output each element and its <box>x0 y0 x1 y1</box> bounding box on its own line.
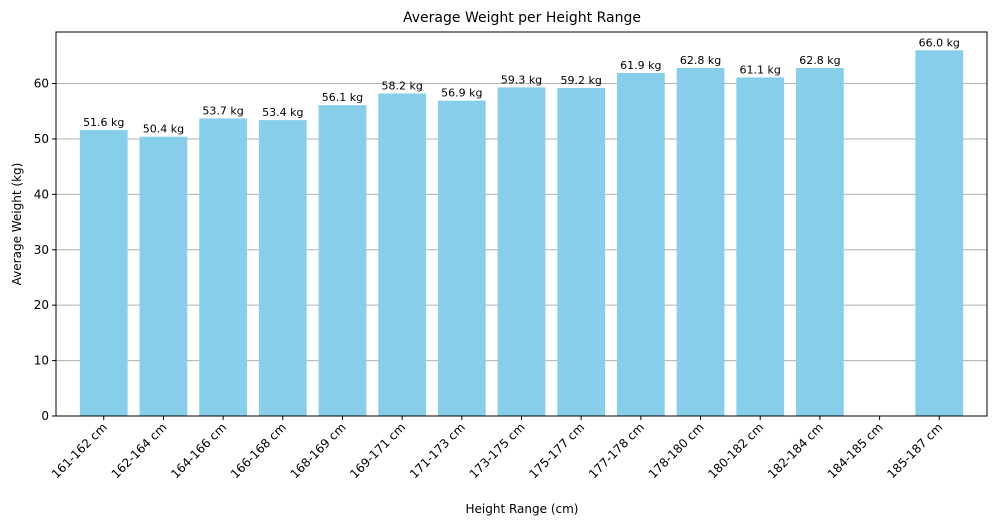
bar <box>318 105 367 417</box>
x-tick-label: 168-169 cm <box>288 420 349 481</box>
y-tick-label: 20 <box>34 298 49 312</box>
bar <box>199 118 247 416</box>
x-tick-label: 185-187 cm <box>884 420 945 481</box>
bar <box>796 68 844 416</box>
data-labels: 51.6 kg 50.4 kg 53.7 kg 53.4 kg 56.1 kg 58.2 … <box>83 36 960 135</box>
bar <box>258 120 307 417</box>
x-tick-label: 173-175 cm <box>467 420 528 481</box>
y-tick-label: 30 <box>34 243 49 257</box>
x-tick-label: 178-180 cm <box>646 420 707 481</box>
x-tick-label: 184-185 cm <box>825 420 886 481</box>
data-label: 59.2 kg <box>561 74 602 87</box>
y-axis: 0 10 20 30 40 50 60 <box>34 77 56 423</box>
data-label: 50.4 kg <box>143 123 184 136</box>
data-label: 53.4 kg <box>262 106 303 119</box>
data-label: 59.3 kg <box>501 73 542 86</box>
data-label: 66.0 kg <box>919 36 960 49</box>
x-tick-label: 161-162 cm <box>49 420 110 481</box>
bar <box>497 87 546 416</box>
bar <box>557 87 606 417</box>
x-tick-label: 162-164 cm <box>109 420 170 481</box>
data-label: 56.1 kg <box>322 91 363 104</box>
y-tick-label: 60 <box>34 77 49 91</box>
bar <box>79 130 128 416</box>
data-label: 62.8 kg <box>680 54 721 67</box>
x-tick-label: 175-177 cm <box>526 420 587 481</box>
data-label: 56.9 kg <box>441 87 482 100</box>
y-tick-label: 0 <box>41 409 49 423</box>
y-tick-label: 40 <box>34 187 49 201</box>
data-label: 61.9 kg <box>620 59 661 72</box>
y-tick-label: 10 <box>34 354 49 368</box>
x-tick-label: 171-173 cm <box>407 420 468 481</box>
x-tick-label: 177-178 cm <box>586 420 647 481</box>
data-label: 53.7 kg <box>202 104 243 117</box>
bar <box>378 93 427 416</box>
x-tick-label: 182-184 cm <box>765 420 826 481</box>
bar <box>437 100 486 416</box>
bar <box>676 68 725 416</box>
data-label: 51.6 kg <box>83 116 124 129</box>
data-label: 62.8 kg <box>799 54 840 67</box>
chart-title: Average Weight per Height Range <box>403 10 641 26</box>
x-tick-label: 180-182 cm <box>705 420 766 481</box>
data-label: 61.1 kg <box>740 63 781 76</box>
x-tick-label: 164-166 cm <box>168 420 229 481</box>
bar <box>736 77 785 417</box>
x-axis-title: Height Range (cm) <box>466 502 579 516</box>
x-tick-label: 169-171 cm <box>347 420 408 481</box>
bar <box>915 50 964 417</box>
bar <box>616 73 665 416</box>
data-label: 58.2 kg <box>381 80 422 93</box>
y-axis-title: Average Weight (kg) <box>10 163 24 286</box>
x-tick-label: 166-168 cm <box>228 420 289 481</box>
bars <box>79 50 964 417</box>
y-tick-label: 50 <box>34 132 49 146</box>
bar <box>139 136 188 416</box>
